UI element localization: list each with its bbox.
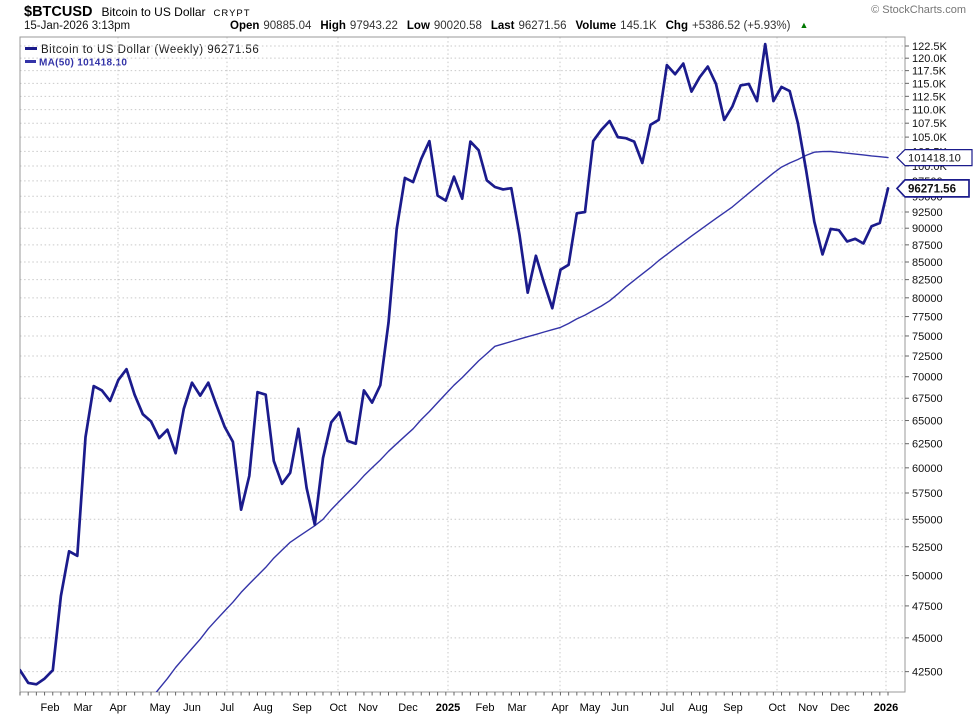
x-axis-label: Jul	[220, 702, 234, 714]
y-tick-label: 107.5K	[912, 118, 948, 130]
field-value-volume: 145.1K	[620, 20, 657, 32]
x-axis-label: Feb	[41, 702, 60, 714]
field-value-last: 96271.56	[518, 20, 567, 32]
y-tick-label: 77500	[912, 312, 943, 324]
y-tick-label: 90000	[912, 223, 943, 235]
x-axis-label: Nov	[798, 702, 818, 714]
x-axis-label: Dec	[830, 702, 850, 714]
y-tick-label: 120.0K	[912, 53, 948, 65]
y-tick-label: 82500	[912, 275, 943, 287]
grid-layer	[20, 37, 905, 692]
y-tick-label: 65000	[912, 416, 943, 428]
ma50-line	[155, 150, 889, 692]
legend-ma-series: MA(50) 101418.10	[25, 54, 128, 69]
x-axis-label: Oct	[768, 702, 785, 714]
field-value-open: 90885.04	[263, 20, 312, 32]
y-tick-label: 50000	[912, 571, 943, 583]
price-line	[20, 42, 890, 686]
field-label-low: Low	[406, 20, 430, 32]
x-axis-label: Apr	[109, 702, 126, 714]
field-value-chg: +5386.52 (+5.93%)	[691, 20, 791, 32]
field-label-high: High	[320, 20, 346, 32]
x-axis-label: Mar	[74, 702, 93, 714]
y-tick-label: 57500	[912, 488, 943, 500]
field-label-open: Open	[230, 20, 260, 32]
symbol-exchange: CRYPT	[213, 8, 251, 19]
y-tick-label: 110.0K	[912, 105, 947, 117]
plot-border	[19, 36, 906, 693]
x-axis-label: Sep	[723, 702, 743, 714]
y-tick-label: 62500	[912, 439, 943, 451]
x-axis-label: Jun	[611, 702, 629, 714]
symbol-name: Bitcoin to US Dollar	[101, 5, 206, 19]
y-tick-label: 42500	[912, 667, 943, 679]
last-price-tag-value: 96271.56	[908, 183, 956, 195]
symbol-ticker: $BTCUSD	[24, 4, 93, 20]
y-tick-label: 80000	[912, 293, 943, 305]
chart-header: $BTCUSD Bitcoin to US Dollar CRYPT	[24, 3, 251, 20]
y-tick-label: 115.0K	[912, 78, 947, 90]
ohlc-info-bar: Open 90885.04 High 97943.22 Low 90020.58 Last 9…	[230, 20, 808, 32]
ma-line-swatch	[25, 60, 36, 64]
legend-price-series: Bitcoin to US Dollar (Weekly) 96271.56	[25, 41, 260, 56]
y-tick-label: 87500	[912, 240, 943, 252]
y-tick-label: 117.5K	[912, 66, 947, 78]
x-axis-label: Jul	[660, 702, 674, 714]
callout-layer: 101418.10 96271.56	[895, 149, 973, 198]
field-label-last: Last	[490, 20, 515, 32]
x-axis-label: Apr	[551, 702, 568, 714]
x-axis-label: Feb	[476, 702, 495, 714]
x-axis-label: Nov	[358, 702, 378, 714]
y-tick-label: 47500	[912, 601, 943, 613]
price-line-swatch	[25, 47, 37, 51]
series-layer	[20, 42, 890, 692]
x-axis-label: Aug	[688, 702, 708, 714]
x-axis-label: May	[580, 702, 601, 714]
x-axis-label: 2025	[436, 702, 460, 714]
ma-price-tag-value: 101418.10	[908, 153, 961, 165]
x-axis-label: Dec	[398, 702, 418, 714]
y-tick-label: 112.5K	[912, 91, 947, 103]
legend-price-label: Bitcoin to US Dollar (Weekly) 96271.56	[41, 43, 260, 56]
axis-layer: 42500 45000 47500 50000 52500 55000 57500 60000…	[19, 41, 948, 714]
field-value-low: 90020.58	[433, 20, 482, 32]
y-tick-label: 122.5K	[912, 41, 948, 53]
stockcharts-credit: © StockCharts.com	[871, 4, 966, 16]
y-tick-label: 45000	[912, 633, 943, 645]
field-label-chg: Chg	[665, 20, 688, 32]
y-tick-label: 67500	[912, 393, 943, 405]
change-up-arrow-icon: ▲	[799, 20, 809, 30]
field-label-volume: Volume	[575, 20, 617, 32]
x-axis-label: Jun	[183, 702, 201, 714]
legend-ma-label: MA(50) 101418.10	[39, 57, 128, 69]
x-axis-label: May	[150, 702, 171, 714]
x-axis-label: Aug	[253, 702, 273, 714]
field-value-high: 97943.22	[349, 20, 398, 32]
x-axis-label: Mar	[508, 702, 527, 714]
x-axis-label: 2026	[874, 702, 898, 714]
x-axis-label: Sep	[292, 702, 312, 714]
y-tick-label: 70000	[912, 372, 943, 384]
chart-datetime: 15-Jan-2026 3:13pm	[24, 20, 131, 32]
last-price-tag	[895, 179, 970, 198]
x-axis-label: Oct	[329, 702, 346, 714]
y-tick-label: 60000	[912, 463, 943, 475]
ma-price-tag	[896, 149, 973, 167]
y-tick-label: 105.0K	[912, 132, 948, 144]
y-tick-label: 92500	[912, 207, 943, 219]
y-tick-label: 52500	[912, 542, 943, 554]
y-tick-label: 55000	[912, 514, 943, 526]
y-tick-label: 72500	[912, 351, 943, 363]
y-tick-label: 85000	[912, 257, 943, 269]
y-tick-label: 75000	[912, 331, 943, 343]
